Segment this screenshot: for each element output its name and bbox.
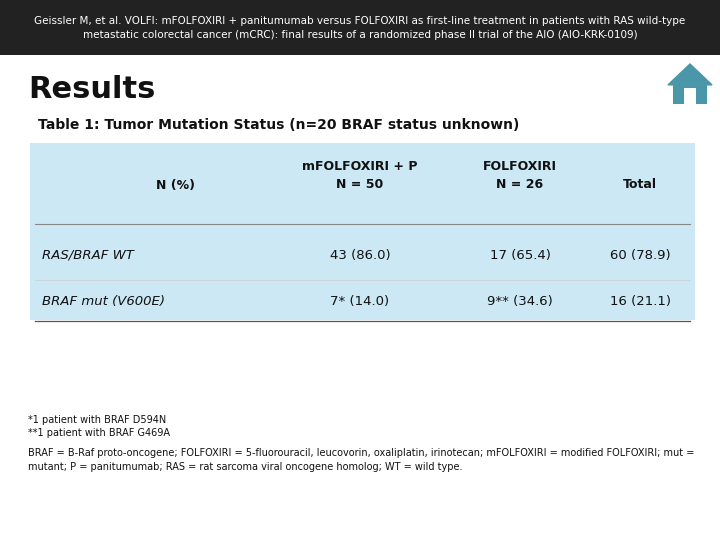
Bar: [30, 143, 695, 320]
Text: N (%): N (%): [156, 179, 194, 192]
Text: 60 (78.9): 60 (78.9): [610, 248, 670, 261]
Text: BRAF mut (V600E): BRAF mut (V600E): [42, 295, 165, 308]
Text: FOLFOXIRI
N = 26: FOLFOXIRI N = 26: [483, 159, 557, 191]
Bar: [673, 85, 707, 104]
Text: *1 patient with BRAF D594N: *1 patient with BRAF D594N: [28, 415, 166, 425]
Text: Geissler M, et al. VOLFI: mFOLFOXIRI + panitumumab versus FOLFOXIRI as first-lin: Geissler M, et al. VOLFI: mFOLFOXIRI + p…: [35, 16, 685, 39]
Text: Total: Total: [623, 179, 657, 192]
Text: BRAF = B-Raf proto-oncogene; FOLFOXIRI = 5-fluorouracil, leucovorin, oxaliplatin: BRAF = B-Raf proto-oncogene; FOLFOXIRI =…: [28, 448, 694, 472]
Text: **1 patient with BRAF G469A: **1 patient with BRAF G469A: [28, 428, 170, 438]
Text: 16 (21.1): 16 (21.1): [610, 295, 670, 308]
Text: Table 1: Tumor Mutation Status (n=20 BRAF status unknown): Table 1: Tumor Mutation Status (n=20 BRA…: [38, 118, 519, 132]
Bar: [684, 87, 696, 104]
Text: RAS/BRAF WT: RAS/BRAF WT: [42, 248, 134, 261]
Text: Results: Results: [28, 75, 156, 104]
Polygon shape: [668, 64, 712, 85]
Text: mFOLFOXIRI + P
N = 50: mFOLFOXIRI + P N = 50: [302, 159, 418, 191]
Text: 43 (86.0): 43 (86.0): [330, 248, 390, 261]
Text: 7* (14.0): 7* (14.0): [330, 295, 390, 308]
Text: 17 (65.4): 17 (65.4): [490, 248, 550, 261]
Text: 9** (34.6): 9** (34.6): [487, 295, 553, 308]
Bar: [0, 0, 720, 55]
